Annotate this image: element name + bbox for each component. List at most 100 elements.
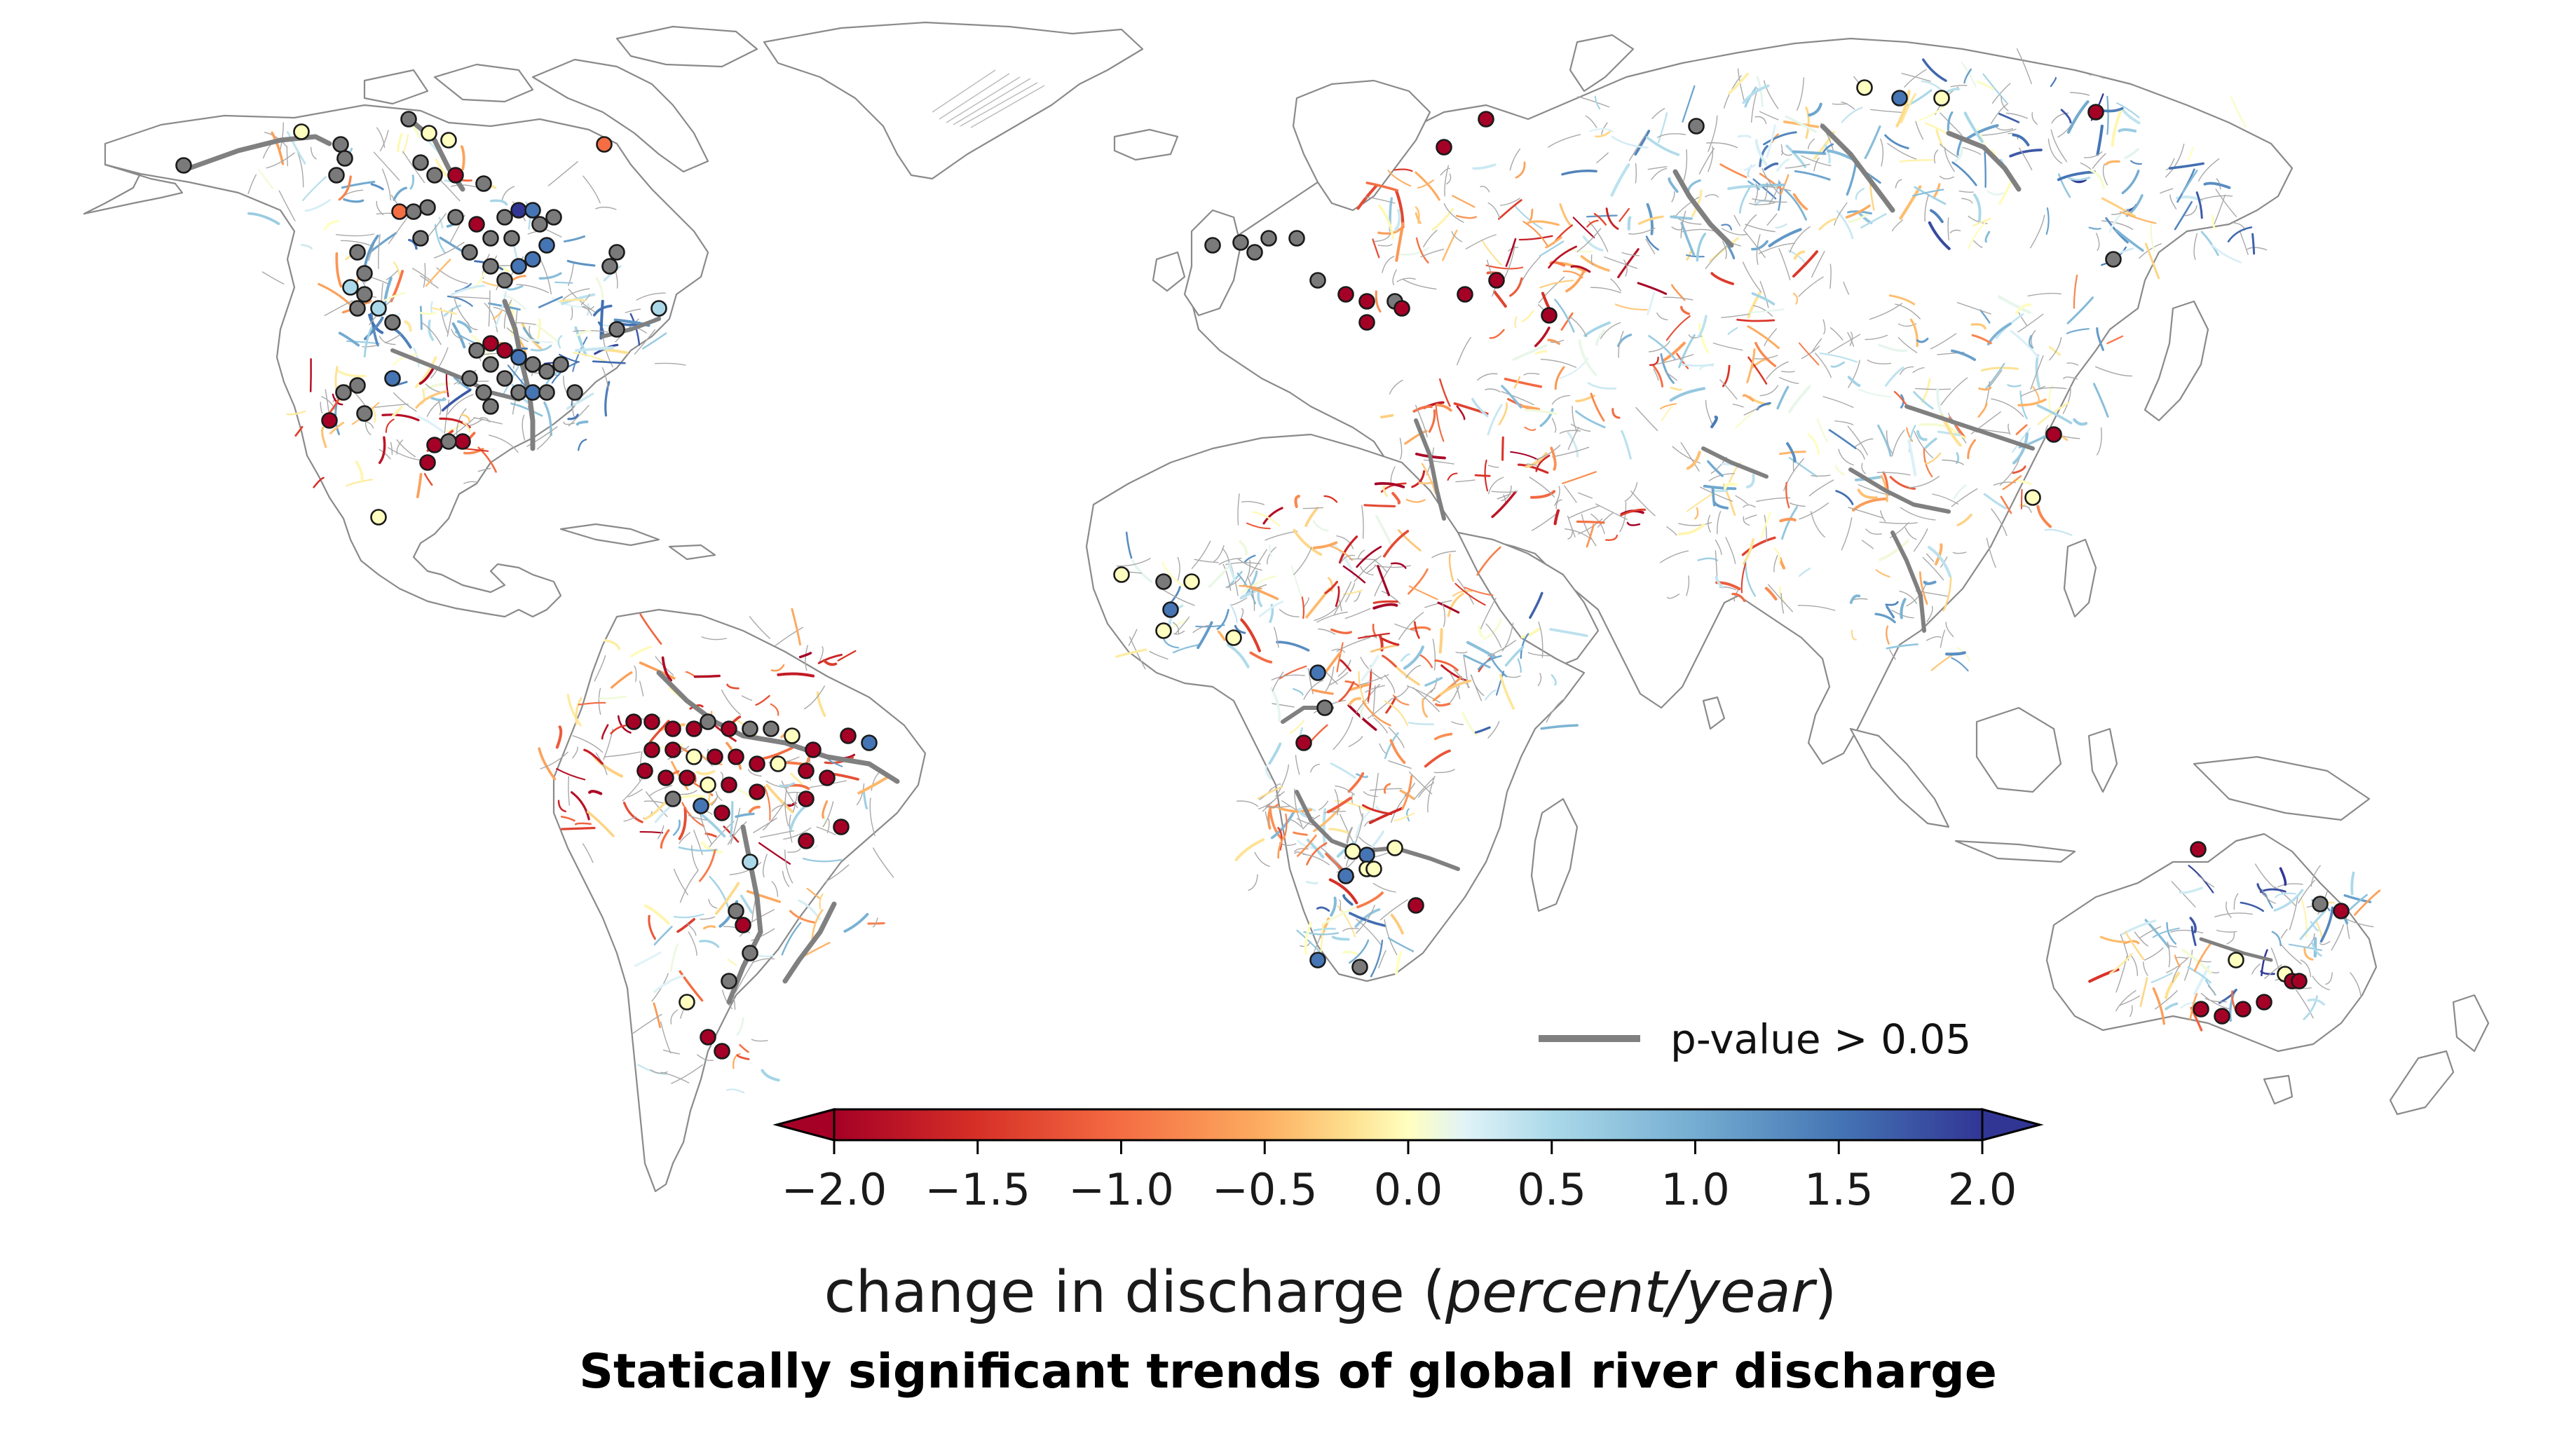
tributary-river [1431,207,1454,231]
tributary-river [2129,1005,2133,1018]
tributary-river [1384,732,1399,760]
tributary-river [1945,622,1954,638]
tributary-river [1499,673,1515,710]
tributary-river [1191,540,1211,569]
tributary-river [301,244,313,249]
gauge-station-marker [763,720,779,737]
tributary-river [2015,303,2032,315]
tributary-river [1605,534,1618,541]
tributary-river [1712,342,1743,351]
tributary-river [583,748,604,765]
main-stem-river [502,299,536,451]
greenland-ice-hatching [932,69,1045,128]
tributary-river [781,922,802,956]
tributary-river [2197,875,2215,888]
tributary-river [1670,215,1693,220]
tributary-river [1766,124,1776,158]
colorbar-tick-label: −1.0 [1068,1164,1174,1215]
tributary-river [1513,376,1521,389]
tributary-river [634,329,656,355]
tributary-river [2345,916,2350,939]
tributary-river [1115,648,1147,658]
tributary-river [1819,352,1858,363]
tributary-river [477,467,491,472]
tributary-river [1289,720,1305,734]
tributary-river [1611,408,1621,419]
gauge-station-marker [356,405,373,422]
tributary-river [1313,541,1338,549]
gauge-station-marker [349,377,366,394]
tributary-river [441,388,472,412]
gauge-station-marker [657,769,674,786]
tributary-river [784,849,793,884]
tributary-river [1646,291,1656,315]
gauge-station-marker [2087,104,2104,121]
tributary-river [1553,509,1560,526]
tributary-river [1645,235,1659,251]
tributary-river [1173,630,1185,635]
gauge-station-marker [2228,952,2244,968]
tributary-river [1439,679,1472,696]
tributary-river [1937,430,1961,437]
tributary-river [588,790,603,795]
tributary-river [2036,404,2073,425]
tributary-river [1501,485,1512,502]
tributary-river [1951,161,1977,186]
gauge-station-marker [700,713,716,730]
tributary-river [2189,993,2198,1020]
tributary-river [1234,624,1246,634]
tributary-river [2240,231,2249,255]
tributary-river [1378,950,1386,968]
tributary-river [1447,472,1458,481]
tributary-river [1935,128,1944,146]
tributary-river [627,788,643,797]
tributary-river [1501,436,1504,461]
tributary-river [538,747,557,781]
land-sulawesi [2087,727,2118,793]
tributary-river [451,184,479,189]
gauge-station-marker [510,384,527,401]
tributary-river [363,327,373,358]
tributary-river [1835,490,1854,505]
gauge-station-marker [1358,293,1375,310]
tributary-river [1392,694,1410,706]
gauge-station-marker [461,244,478,261]
tributary-river [1327,577,1333,592]
gauge-station-marker [482,398,499,415]
tributary-river [1921,80,1944,93]
tributary-river [1336,637,1371,652]
tributary-river [1249,651,1273,664]
tributary-river [1422,697,1429,718]
tributary-river [1567,529,1574,540]
tributary-river [1773,547,1781,564]
tributary-river [2001,95,2009,111]
tributary-river [1706,142,1738,149]
tributary-river [1648,335,1676,360]
tributary-river [726,1088,745,1094]
tributary-river [1677,523,1705,535]
main-stem-river [2199,937,2273,962]
tributary-river [1999,457,2021,486]
colorbar-tick-label: 1.0 [1661,1164,1730,1215]
tributary-river [494,291,507,328]
tributary-river [1660,352,1675,384]
tributary-river [554,281,573,284]
tributary-river [1886,605,1895,619]
tributary-river [783,827,812,840]
tributary-river [2319,906,2334,943]
tributary-river [566,693,582,727]
tributary-river [1554,486,1560,506]
gauge-station-marker [1337,868,1354,884]
tributary-river [1330,628,1352,634]
tributary-river [1879,521,1918,524]
tributary-river [736,1017,744,1036]
tributary-river [522,414,526,441]
tributary-river [1379,743,1387,754]
tributary-river [428,212,447,237]
tributary-river [1324,580,1338,594]
tributary-river [1824,144,1831,164]
gauge-station-marker [468,342,485,359]
tributary-river [1344,608,1371,619]
tributary-river [1766,361,1789,380]
tributary-river [2193,233,2198,260]
